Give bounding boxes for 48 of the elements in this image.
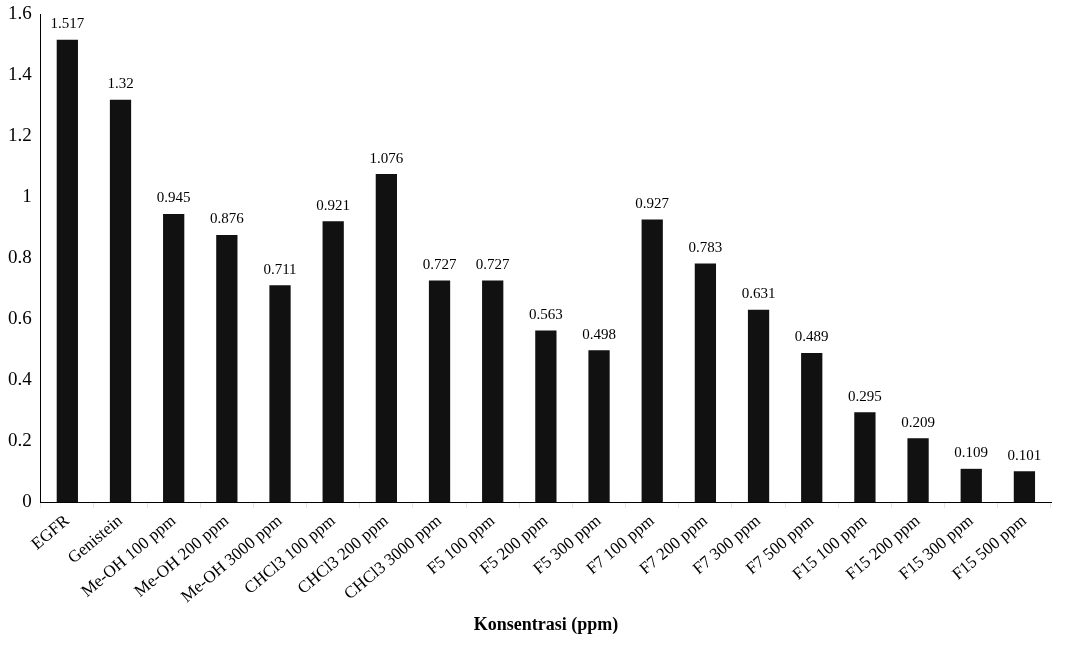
data-label: 1.517 — [50, 15, 85, 32]
bar — [269, 285, 291, 503]
data-label: 0.631 — [741, 285, 776, 302]
data-label: 0.498 — [582, 325, 616, 342]
y-tick-label: 0.2 — [8, 429, 32, 451]
bar — [535, 330, 557, 503]
data-label: 0.927 — [635, 194, 670, 211]
data-label: 0.295 — [848, 387, 882, 404]
data-label: 0.945 — [156, 189, 191, 206]
y-tick-label: 0.4 — [8, 368, 33, 390]
bar — [747, 309, 770, 503]
bar — [56, 39, 78, 503]
y-tick-label: 1.6 — [8, 2, 32, 24]
data-label: 0.101 — [1007, 446, 1042, 463]
y-tick-label: 1.4 — [8, 63, 33, 85]
bar — [960, 468, 982, 503]
data-label: 0.563 — [529, 305, 563, 322]
bar — [428, 280, 451, 503]
data-label: 1.076 — [369, 149, 404, 166]
data-label: 0.109 — [954, 444, 989, 461]
bar — [482, 280, 504, 503]
data-label: 0.489 — [794, 328, 829, 345]
y-tick-label: 1 — [22, 185, 32, 207]
bar — [109, 99, 132, 503]
bar — [216, 235, 238, 503]
y-tick-label: 0.8 — [8, 246, 32, 268]
bar — [694, 263, 717, 503]
bar — [641, 219, 663, 503]
data-label: 0.727 — [422, 255, 457, 272]
data-label: 0.209 — [901, 413, 935, 430]
bar — [801, 353, 823, 503]
bar — [163, 214, 185, 503]
data-label: 0.727 — [475, 255, 511, 272]
y-tick-label: 1.2 — [8, 124, 32, 146]
bar — [588, 350, 610, 503]
bar — [1013, 471, 1036, 503]
data-label: 0.921 — [316, 196, 351, 213]
data-label: 1.32 — [107, 75, 134, 92]
bar — [322, 221, 344, 503]
data-label: 0.711 — [263, 260, 297, 277]
bar — [854, 412, 876, 503]
y-tick-label: 0.6 — [8, 307, 32, 329]
x-axis-title: Konsentrasi (ppm) — [473, 613, 619, 635]
bar — [375, 174, 397, 503]
bar — [907, 438, 929, 503]
data-label: 0.876 — [209, 210, 245, 227]
y-tick-label: 0 — [22, 490, 32, 512]
data-label: 0.783 — [688, 238, 723, 255]
